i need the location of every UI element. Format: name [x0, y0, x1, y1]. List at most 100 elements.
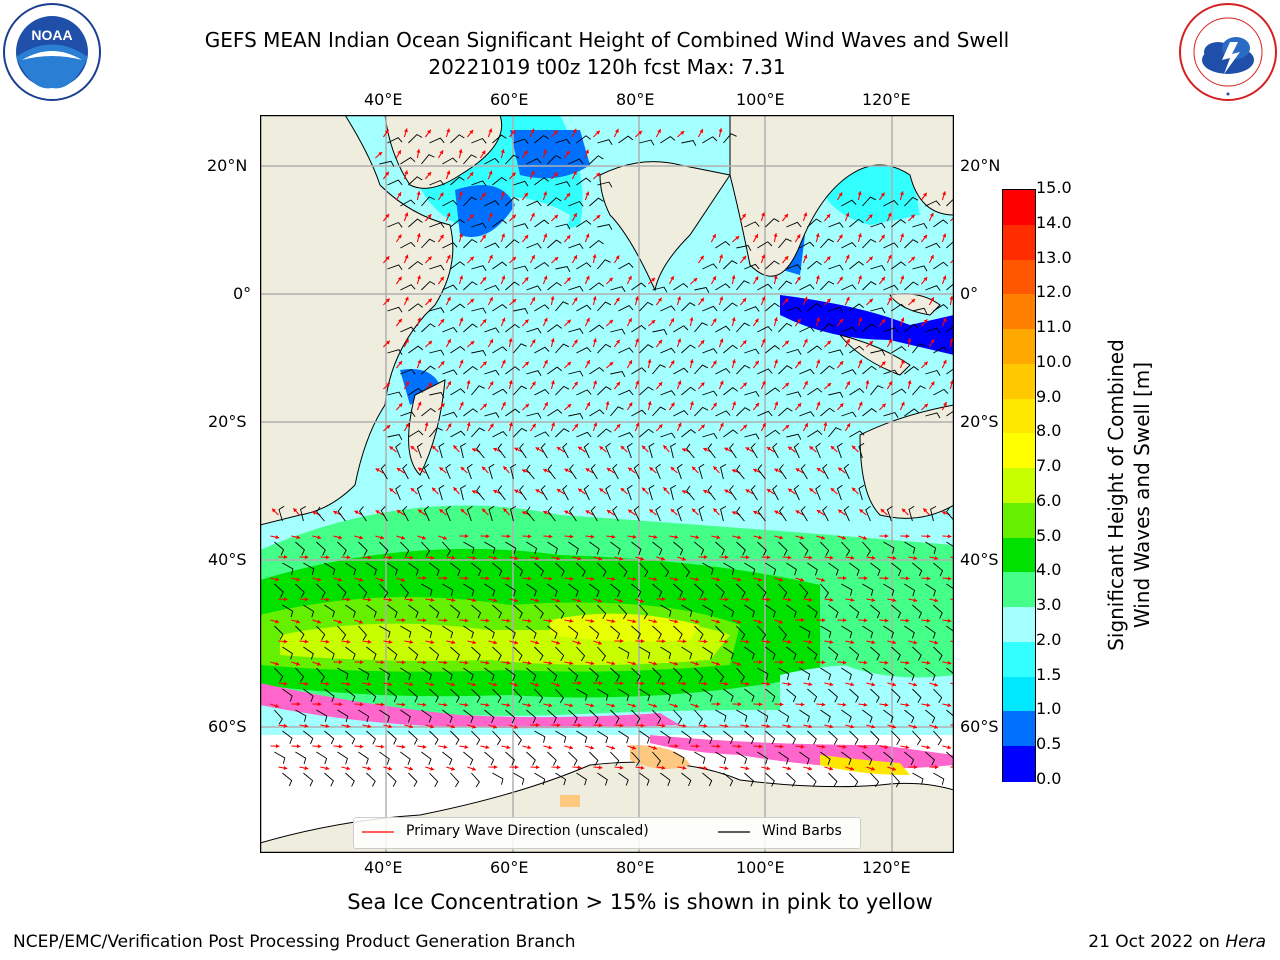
- wave-direction-arrowhead: [325, 724, 330, 728]
- wave-direction-arrowhead: [386, 425, 391, 429]
- wind-barb: [568, 285, 584, 292]
- wave-direction-arrowhead: [632, 619, 637, 624]
- wind-barb: [429, 772, 439, 788]
- wave-direction-arrowhead: [808, 766, 813, 771]
- wind-barb: [555, 385, 570, 396]
- wave-direction-arrowhead: [924, 403, 928, 408]
- wave-direction-arrowhead: [868, 214, 873, 219]
- wind-barb: [912, 730, 922, 746]
- wave-direction-arrowhead: [503, 466, 508, 471]
- wave-direction-arrowhead: [418, 467, 423, 472]
- wind-barb: [694, 583, 704, 598]
- wave-direction-arrowhead: [842, 660, 847, 665]
- wave-direction-arrowhead: [578, 488, 583, 493]
- wind-barb: [618, 772, 629, 786]
- wind-barb: [513, 646, 523, 661]
- wave-direction-arrowhead: [459, 401, 464, 406]
- wave-direction-arrowhead: [385, 256, 390, 261]
- wind-barb: [576, 262, 592, 270]
- wave-direction-arrowhead: [850, 724, 855, 729]
- wind-barb: [673, 282, 689, 291]
- wave-direction-arrowhead: [900, 317, 905, 322]
- wind-barb: [757, 464, 766, 480]
- wave-direction-arrowhead: [577, 723, 582, 728]
- wind-barb: [400, 199, 416, 207]
- wind-barb: [466, 505, 473, 522]
- wind-barb: [912, 222, 928, 229]
- wave-direction-arrowhead: [472, 598, 477, 603]
- wave-direction-arrowhead: [881, 361, 886, 366]
- wind-barb: [925, 709, 936, 724]
- wind-barb: [526, 464, 535, 480]
- wind-barb: [345, 772, 355, 787]
- wind-barb: [870, 604, 881, 619]
- wave-direction-arrowhead: [808, 597, 813, 602]
- wind-barb: [723, 429, 739, 438]
- wind-barb: [492, 646, 502, 661]
- wind-barb: [429, 307, 445, 314]
- wind-barb: [589, 751, 599, 766]
- wave-direction-arrowhead: [451, 766, 455, 771]
- wind-barb: [597, 139, 613, 146]
- wind-barb: [274, 667, 284, 683]
- wind-barb: [778, 541, 788, 556]
- wave-direction-arrowhead: [674, 535, 679, 539]
- wave-direction-arrowhead: [275, 577, 280, 582]
- wave-direction-arrowhead: [359, 535, 364, 540]
- wind-barb: [631, 709, 641, 724]
- wave-direction-arrowhead: [380, 618, 385, 623]
- wave-direction-arrowhead: [716, 744, 721, 749]
- wave-direction-arrowhead: [501, 359, 506, 364]
- wave-direction-arrowhead: [858, 359, 863, 364]
- wind-barb: [510, 464, 517, 480]
- wind-barb: [702, 562, 714, 575]
- wind-barb: [779, 464, 787, 480]
- wave-direction-arrowhead: [312, 511, 316, 515]
- wind-barb: [736, 322, 751, 333]
- wave-direction-arrowhead: [569, 661, 574, 666]
- wind-barb: [547, 541, 558, 555]
- wave-direction-arrowhead: [325, 766, 330, 771]
- wind-barb: [324, 688, 335, 702]
- wave-direction-arrowhead: [593, 422, 598, 427]
- wave-direction-arrowhead: [439, 192, 444, 197]
- wind-barb: [925, 369, 941, 376]
- wind-barb: [442, 625, 454, 639]
- wind-barb: [870, 385, 884, 396]
- wind-barb: [576, 135, 591, 144]
- wave-direction-arrowhead: [830, 446, 835, 450]
- wave-direction-arrowhead: [942, 511, 946, 515]
- wind-barb: [723, 260, 738, 270]
- wave-direction-arrowhead: [653, 661, 658, 666]
- wind-barb: [526, 412, 542, 419]
- wind-barb: [757, 506, 766, 522]
- wind-barb: [610, 328, 626, 335]
- wind-barb: [387, 137, 403, 144]
- wind-barb: [631, 667, 641, 682]
- wind-barb: [841, 541, 851, 557]
- wave-direction-arrowhead: [635, 380, 640, 385]
- wave-direction-arrowhead: [404, 254, 409, 259]
- lon-label-bottom-80e: 80°E: [616, 858, 655, 877]
- wind-barb: [639, 646, 651, 659]
- wind-barb: [568, 667, 579, 682]
- wave-direction-arrowhead: [493, 598, 498, 603]
- wind-barb: [849, 688, 859, 703]
- wave-direction-arrowhead: [716, 577, 721, 582]
- wave-direction-arrowhead: [787, 639, 792, 644]
- wave-direction-arrowhead: [514, 682, 518, 687]
- wave-direction-arrowhead: [797, 403, 802, 408]
- wave-direction-arrowhead: [553, 172, 558, 177]
- wave-direction-arrowhead: [317, 619, 321, 624]
- wave-direction-arrowhead: [689, 401, 694, 406]
- wind-barb: [828, 688, 838, 703]
- wave-direction-arrowhead: [567, 361, 571, 366]
- wind-barb: [505, 366, 520, 375]
- wind-barb: [631, 625, 641, 640]
- wave-direction-arrowhead: [758, 535, 763, 540]
- wind-barb: [673, 410, 689, 417]
- wind-barb: [736, 364, 751, 375]
- wind-barb: [778, 365, 793, 375]
- wind-barb: [442, 326, 458, 333]
- wind-barb: [450, 688, 460, 703]
